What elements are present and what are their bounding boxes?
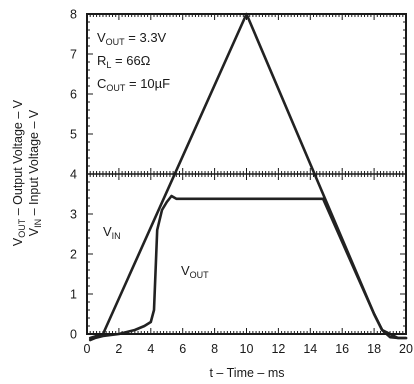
x-tick-label: 16 [335, 342, 349, 356]
y-tick-label: 7 [70, 48, 77, 62]
series-line-v-out [88, 194, 408, 342]
x-tick-label: 0 [84, 342, 91, 356]
y-tick-label: 4 [70, 168, 77, 182]
x-tick-label: 18 [367, 342, 381, 356]
x-axis-title: t – Time – ms [209, 366, 284, 380]
y-axis-title-input: VIN – Input Voltage – V [27, 109, 43, 236]
x-tick-label: 2 [115, 342, 122, 356]
x-tick-label: 10 [240, 342, 254, 356]
y-tick-label: 6 [70, 88, 77, 102]
series-label-vin: VIN [103, 224, 121, 241]
x-tick-label: 4 [147, 342, 154, 356]
x-tick-label: 14 [303, 342, 317, 356]
x-tick-label: 12 [271, 342, 285, 356]
x-tick-label: 8 [211, 342, 218, 356]
y-tick-label: 2 [70, 248, 77, 262]
y-tick-label: 5 [70, 128, 77, 142]
annotation-vout: VOUT = 3.3V [97, 30, 167, 47]
annotation-rl: RL = 66Ω [97, 53, 151, 70]
x-tick-label: 6 [179, 342, 186, 356]
y-tick-label: 1 [70, 288, 77, 302]
y-tick-label: 0 [70, 328, 77, 342]
y-tick-label: 8 [70, 8, 77, 22]
y-tick-label: 3 [70, 208, 77, 222]
annotation-cout: COUT = 10µF [97, 76, 170, 93]
y-axis-title-output: VOUT – Output Voltage – V [11, 99, 27, 246]
series-label-vout: VOUT [181, 263, 209, 280]
x-tick-label: 20 [399, 342, 413, 356]
